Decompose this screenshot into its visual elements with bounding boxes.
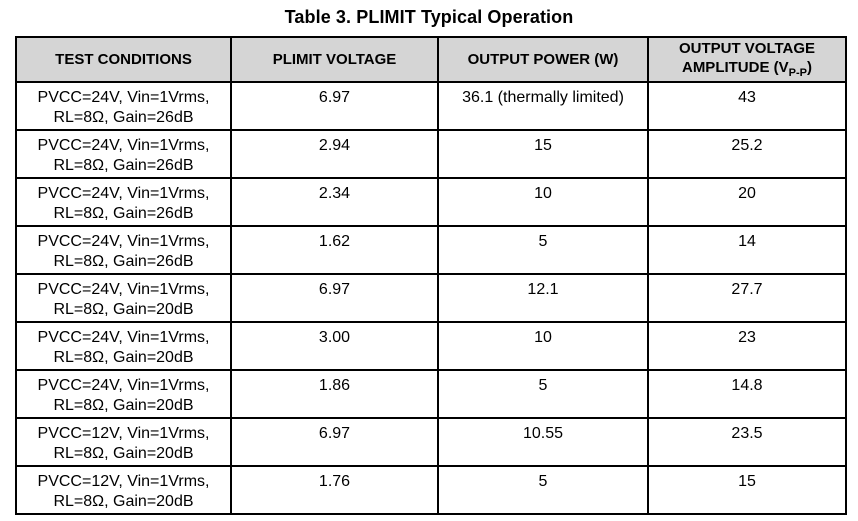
cell-output-voltage-amplitude: 25.2 (647, 129, 847, 179)
cell-output-power: 10 (437, 177, 649, 227)
cell-test-conditions: PVCC=24V, Vin=1Vrms, RL=8Ω, Gain=26dB (15, 81, 232, 131)
cell-output-power: 36.1 (thermally limited) (437, 81, 649, 131)
cell-output-power: 5 (437, 225, 649, 275)
amplitude-header-subscript: P-P (788, 67, 807, 80)
cell-output-power: 5 (437, 369, 649, 419)
page-title: Table 3. PLIMIT Typical Operation (284, 7, 574, 27)
cell-output-voltage-amplitude: 20 (647, 177, 847, 227)
column-header-plimit-voltage: PLIMIT VOLTAGE (230, 36, 439, 83)
table-row: PVCC=12V, Vin=1Vrms, RL=8Ω, Gain=20dB 1.… (15, 465, 847, 515)
table-row: PVCC=24V, Vin=1Vrms, RL=8Ω, Gain=26dB 6.… (15, 81, 847, 131)
cell-test-conditions: PVCC=12V, Vin=1Vrms, RL=8Ω, Gain=20dB (15, 465, 232, 515)
cell-output-voltage-amplitude: 43 (647, 81, 847, 131)
cell-output-voltage-amplitude: 15 (647, 465, 847, 515)
table-row: PVCC=24V, Vin=1Vrms, RL=8Ω, Gain=26dB 2.… (15, 177, 847, 227)
cell-plimit-voltage: 1.62 (230, 225, 439, 275)
cell-plimit-voltage: 1.76 (230, 465, 439, 515)
table-header-row: TEST CONDITIONS PLIMIT VOLTAGE OUTPUT PO… (15, 36, 847, 83)
amplitude-header-close-paren: ) (807, 59, 812, 77)
cell-output-power: 10 (437, 321, 649, 371)
cell-test-conditions: PVCC=24V, Vin=1Vrms, RL=8Ω, Gain=20dB (15, 369, 232, 419)
cell-output-power: 15 (437, 129, 649, 179)
cell-plimit-voltage: 6.97 (230, 417, 439, 467)
cell-test-conditions: PVCC=24V, Vin=1Vrms, RL=8Ω, Gain=26dB (15, 177, 232, 227)
cell-output-power: 10.55 (437, 417, 649, 467)
column-header-output-voltage-amplitude: OUTPUT VOLTAGE AMPLITUDE (VP-P) (647, 36, 847, 83)
cell-output-voltage-amplitude: 27.7 (647, 273, 847, 323)
column-header-test-conditions: TEST CONDITIONS (15, 36, 232, 83)
table-row: PVCC=24V, Vin=1Vrms, RL=8Ω, Gain=20dB 1.… (15, 369, 847, 419)
cell-plimit-voltage: 2.94 (230, 129, 439, 179)
cell-test-conditions: PVCC=12V, Vin=1Vrms, RL=8Ω, Gain=20dB (15, 417, 232, 467)
cell-output-voltage-amplitude: 23.5 (647, 417, 847, 467)
cell-output-power: 5 (437, 465, 649, 515)
table-row: PVCC=24V, Vin=1Vrms, RL=8Ω, Gain=26dB 1.… (15, 225, 847, 275)
cell-test-conditions: PVCC=24V, Vin=1Vrms, RL=8Ω, Gain=20dB (15, 321, 232, 371)
cell-test-conditions: PVCC=24V, Vin=1Vrms, RL=8Ω, Gain=20dB (15, 273, 232, 323)
cell-test-conditions: PVCC=24V, Vin=1Vrms, RL=8Ω, Gain=26dB (15, 129, 232, 179)
cell-output-voltage-amplitude: 14.8 (647, 369, 847, 419)
table-row: PVCC=24V, Vin=1Vrms, RL=8Ω, Gain=20dB 6.… (15, 273, 847, 323)
column-header-output-power: OUTPUT POWER (W) (437, 36, 649, 83)
cell-plimit-voltage: 3.00 (230, 321, 439, 371)
table-row: PVCC=24V, Vin=1Vrms, RL=8Ω, Gain=20dB 3.… (15, 321, 847, 371)
cell-output-voltage-amplitude: 14 (647, 225, 847, 275)
cell-output-voltage-amplitude: 23 (647, 321, 847, 371)
table-row: PVCC=24V, Vin=1Vrms, RL=8Ω, Gain=26dB 2.… (15, 129, 847, 179)
cell-plimit-voltage: 1.86 (230, 369, 439, 419)
plimit-typical-operation-table: TEST CONDITIONS PLIMIT VOLTAGE OUTPUT PO… (15, 36, 847, 515)
cell-plimit-voltage: 2.34 (230, 177, 439, 227)
cell-plimit-voltage: 6.97 (230, 273, 439, 323)
amplitude-header-text: OUTPUT VOLTAGE AMPLITUDE (V (678, 39, 816, 77)
cell-plimit-voltage: 6.97 (230, 81, 439, 131)
table-row: PVCC=12V, Vin=1Vrms, RL=8Ω, Gain=20dB 6.… (15, 417, 847, 467)
cell-output-power: 12.1 (437, 273, 649, 323)
cell-test-conditions: PVCC=24V, Vin=1Vrms, RL=8Ω, Gain=26dB (15, 225, 232, 275)
